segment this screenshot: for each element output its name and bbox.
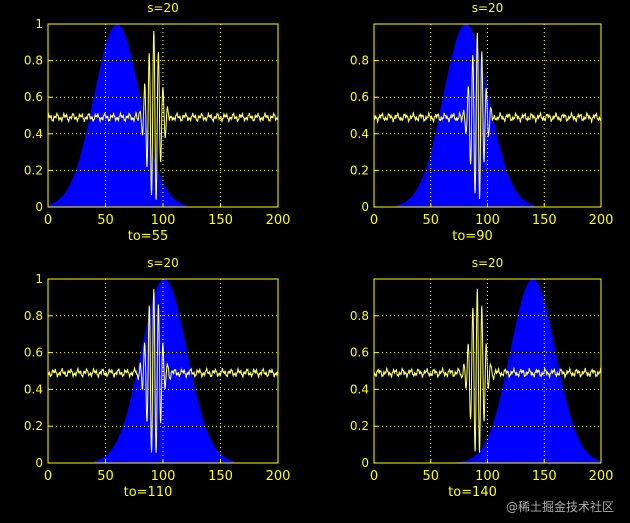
y-tick-label: 0.8: [24, 54, 43, 68]
x-tick-label: 200: [589, 213, 614, 228]
x-tick-label: 200: [266, 213, 291, 228]
signal-line: [48, 289, 278, 453]
x-tick-label: 0: [370, 469, 378, 484]
y-tick-label: 0.2: [24, 419, 43, 433]
y-tick-label: 1: [35, 17, 43, 31]
y-tick-label: 0: [35, 456, 43, 470]
chart-title: s=20: [472, 1, 504, 15]
x-tick-label: 50: [422, 469, 439, 484]
x-tick-label: 50: [97, 213, 114, 228]
x-tick-label: 150: [532, 213, 557, 228]
signal-line: [48, 30, 278, 200]
y-tick-label: 0.6: [350, 90, 369, 104]
x-tick-label: 200: [266, 469, 291, 484]
x-tick-label: 0: [44, 213, 52, 228]
y-tick-label: 0.8: [350, 309, 369, 323]
x-tick-label: 200: [589, 469, 614, 484]
y-tick-label: 0: [361, 456, 369, 470]
chart-panel-1: 0 50 100 150 200 0 0.2 0.4 0.6 0.8 1 s=20 to=55: [24, 1, 291, 244]
chart-panel-2: 0 50 100 150 200 0 0.2 0.4 0.6 0.8 s=20 to=90: [350, 1, 614, 244]
x-tick-label: 100: [475, 469, 500, 484]
signal-line: [374, 32, 601, 200]
x-tick-label: 150: [532, 469, 557, 484]
y-tick-label: 0: [35, 200, 43, 214]
x-tick-label: 0: [370, 213, 378, 228]
x-axis-label: to=110: [124, 485, 173, 500]
y-tick-label: 0.4: [24, 382, 43, 396]
x-axis-label: to=55: [128, 229, 169, 244]
y-tick-label: 0.4: [350, 127, 369, 141]
y-tick-label: 0: [361, 200, 369, 214]
x-tick-label: 0: [44, 469, 52, 484]
y-tick-label: 0.6: [350, 346, 369, 360]
chart-title: s=20: [472, 256, 504, 270]
y-tick-label: 0.4: [350, 382, 369, 396]
x-axis-label: to=140: [448, 485, 497, 500]
chart-panel-3: 0 50 100 150 200 0 0.2 0.4 0.6 0.8 1 s=20 to=110: [24, 256, 291, 500]
x-tick-label: 50: [97, 469, 114, 484]
y-tick-label: 0.6: [24, 346, 43, 360]
x-tick-label: 150: [208, 469, 233, 484]
y-tick-label: 0.2: [350, 163, 369, 177]
y-tick-label: 0.6: [24, 90, 43, 104]
y-tick-label: 0.8: [24, 309, 43, 323]
x-tick-label: 100: [151, 469, 176, 484]
y-tick-label: 1: [35, 272, 43, 286]
x-tick-label: 100: [475, 213, 500, 228]
watermark-text: @稀土掘金技术社区: [505, 500, 614, 514]
chart-panel-4: 0 50 100 150 200 0 0.2 0.4 0.6 0.8 s=20 to=140: [350, 256, 614, 500]
x-tick-label: 150: [208, 213, 233, 228]
gaussian-window-area: [396, 24, 536, 207]
y-tick-label: 0.8: [350, 54, 369, 68]
x-axis-label: to=90: [452, 229, 493, 244]
chart-title: s=20: [147, 1, 179, 15]
chart-title: s=20: [147, 256, 179, 270]
x-tick-label: 50: [422, 213, 439, 228]
y-tick-label: 0.2: [350, 419, 369, 433]
y-tick-label: 0.4: [24, 127, 43, 141]
x-tick-label: 100: [151, 213, 176, 228]
signal-line: [374, 288, 601, 453]
y-tick-label: 0.2: [24, 163, 43, 177]
